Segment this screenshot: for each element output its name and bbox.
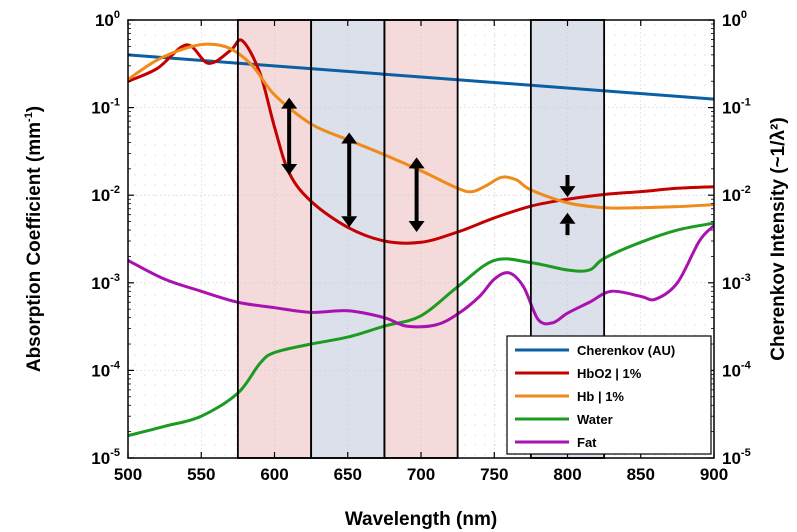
y-tick-label-right: 10-4 — [722, 359, 752, 380]
x-tick-label: 600 — [260, 465, 288, 484]
y-tick-label-left: 100 — [95, 9, 120, 30]
x-tick-label: 850 — [627, 465, 655, 484]
legend-label: Fat — [577, 435, 597, 450]
x-tick-label: 800 — [553, 465, 581, 484]
y-ticks-left: 10-5 10-4 10-3 10-2 10-1 100 — [91, 9, 134, 468]
legend-label: Cherenkov (AU) — [577, 343, 675, 358]
x-tick-label: 750 — [480, 465, 508, 484]
series-line-hb-1- — [128, 42, 714, 210]
x-tick-label: 650 — [334, 465, 362, 484]
x-tick-label: 500 — [114, 465, 142, 484]
series-line-cherenkov-au- — [128, 53, 714, 101]
y-tick-label-right: 10-5 — [722, 447, 751, 468]
y-tick-label-left: 10-2 — [91, 184, 120, 205]
y-axis-label-left: Absorption Coefficient (mm-1) — [23, 106, 45, 372]
arrow-head-down — [559, 186, 576, 198]
series-line-fat — [128, 224, 714, 329]
x-tick-label: 550 — [187, 465, 215, 484]
y-tick-label-left: 10-3 — [91, 272, 120, 293]
x-tick-label: 700 — [407, 465, 435, 484]
y-axis-label-right: Cherenkov Intensity (~1/λ²) — [768, 117, 789, 360]
y-tick-label-right: 100 — [722, 9, 747, 30]
x-axis-label: Wavelength (nm) — [345, 509, 497, 530]
legend-label: Hb | 1% — [577, 389, 624, 404]
y-tick-label-left: 10-5 — [91, 447, 120, 468]
arrow-head-up — [408, 157, 425, 169]
legend: Cherenkov (AU) HbO2 | 1% Hb | 1% Water Fat — [506, 335, 712, 455]
y-tick-label-left: 10-4 — [91, 359, 121, 380]
y-ticks-right: 10-5 10-4 10-3 10-2 10-1 100 — [708, 9, 752, 468]
x-ticks: 500 550 600 650 700 750 800 850 900 — [114, 20, 728, 484]
arrow-head-down — [341, 216, 358, 228]
y-tick-label-right: 10-3 — [722, 272, 751, 293]
y-tick-label-left: 10-1 — [91, 97, 120, 118]
x-tick-label: 900 — [700, 465, 728, 484]
arrow-head-up — [341, 132, 358, 144]
arrow-head-up — [281, 97, 298, 109]
arrow-head-up — [559, 212, 576, 224]
legend-label: Water — [577, 412, 613, 427]
legend-label: HbO2 | 1% — [577, 366, 642, 381]
annotation-arrows — [281, 97, 576, 236]
y-tick-label-right: 10-1 — [722, 97, 751, 118]
y-tick-label-right: 10-2 — [722, 184, 751, 205]
arrow-head-down — [408, 221, 425, 233]
arrow-head-down — [281, 164, 298, 176]
series-line-hbo2-1- — [128, 38, 714, 245]
